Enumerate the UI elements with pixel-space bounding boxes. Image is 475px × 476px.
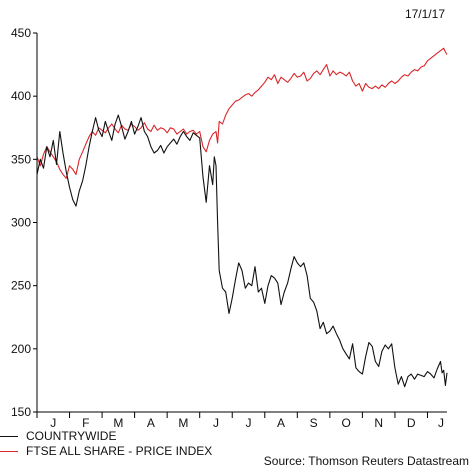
x-tick-label: S — [310, 416, 318, 430]
x-tick-label: A — [147, 416, 155, 430]
x-tick-label: A — [277, 416, 285, 430]
x-tick-label: M — [178, 416, 188, 430]
legend-swatch-countrywide — [0, 435, 18, 437]
x-tick-label: J — [246, 416, 252, 430]
y-tick-label: 350 — [11, 152, 31, 166]
y-tick-label: 400 — [11, 89, 31, 103]
series-line-ftse-all-share-price-index — [36, 47, 448, 179]
plot-lines — [36, 47, 448, 388]
x-tick-label: D — [407, 416, 416, 430]
legend-swatch-ftse-all-share — [0, 450, 18, 452]
axes — [33, 32, 447, 418]
x-tick-label: O — [341, 416, 350, 430]
y-tick-label: 200 — [11, 342, 31, 356]
series-line-countrywide — [36, 114, 448, 388]
legend-item-ftse-all-share: FTSE ALL SHARE - PRICE INDEX — [0, 444, 212, 458]
legend-label: FTSE ALL SHARE - PRICE INDEX — [26, 444, 213, 458]
y-axis-labels: 150 200 250 300 350 400 450 — [11, 26, 31, 419]
x-tick-label: M — [113, 416, 123, 430]
x-tick-label: F — [82, 416, 89, 430]
y-tick-label: 300 — [11, 216, 31, 230]
x-tick-label: J — [438, 416, 444, 430]
x-tick-label: N — [374, 416, 383, 430]
legend-label: COUNTRYWIDE — [26, 429, 117, 443]
y-tick-label: 250 — [11, 279, 31, 293]
date-label: 17/1/17 — [404, 7, 445, 21]
legend-item-countrywide: COUNTRYWIDE — [0, 429, 116, 443]
y-tick-label: 150 — [11, 405, 31, 419]
source-label: Source: Thomson Reuters Datastream — [263, 454, 469, 468]
x-tick-label: J — [213, 416, 219, 430]
x-tick-label: J — [50, 416, 56, 430]
y-tick-label: 450 — [11, 26, 31, 40]
